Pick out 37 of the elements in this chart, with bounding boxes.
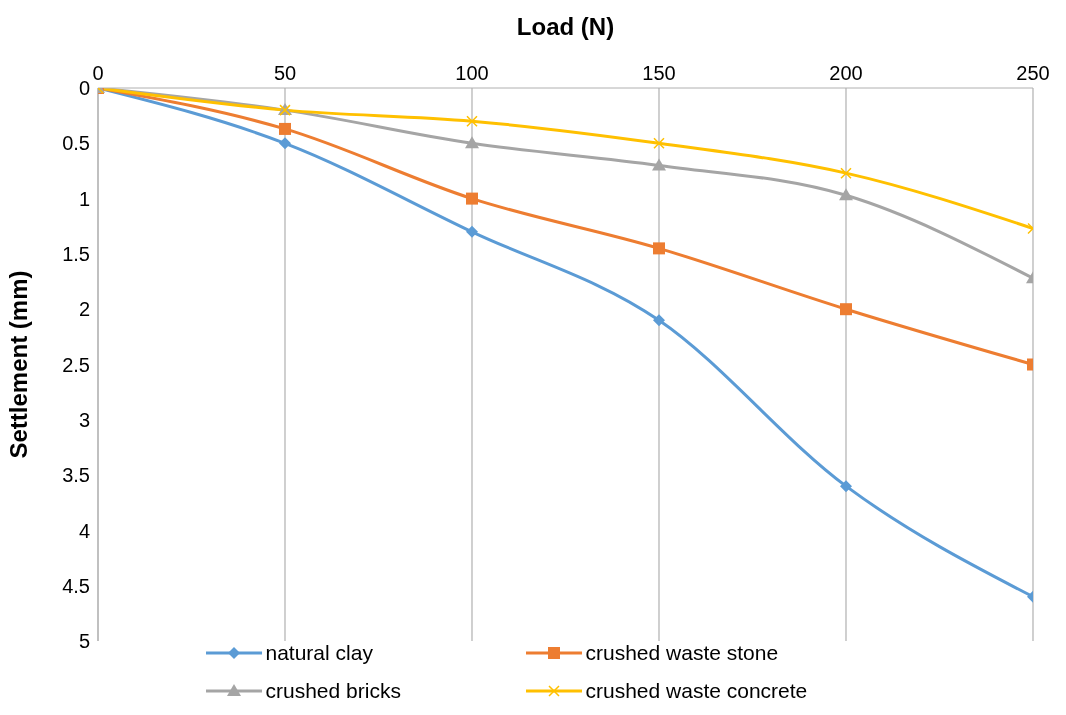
point — [279, 122, 291, 135]
x-axis-title: Load (N) — [516, 13, 615, 41]
point — [840, 303, 852, 316]
y-tick-label: 3.5 — [62, 464, 90, 487]
x-tick-label: 100 — [455, 62, 489, 84]
x-tick-label: 250 — [1016, 62, 1050, 84]
point — [653, 314, 665, 327]
y-tick-label: 3 — [78, 408, 90, 431]
legend-label: natural clay — [265, 641, 373, 665]
point — [840, 167, 852, 179]
point — [466, 225, 478, 238]
y-tick-label: 2.5 — [62, 353, 90, 376]
point — [465, 136, 479, 149]
point — [839, 188, 853, 201]
point — [466, 192, 478, 205]
y-tick-label: 1.5 — [62, 243, 90, 265]
x-tick-label: 150 — [642, 62, 676, 84]
point — [653, 137, 665, 150]
y-axis-title: Settlement (mm) — [4, 270, 32, 459]
y-tick-label: 0 — [78, 77, 90, 100]
legend-label: crushed waste stone — [585, 641, 779, 665]
x-tick-label: 200 — [829, 62, 863, 84]
x-tick-label: 0 — [92, 62, 104, 84]
y-tick-label: 4 — [78, 519, 90, 542]
point — [652, 158, 666, 171]
y-tick-label: 1 — [78, 187, 90, 210]
legend-label: crushed waste concrete — [585, 679, 808, 703]
y-tick-label: 5 — [78, 630, 90, 653]
point — [840, 480, 852, 493]
legend-label: crushed bricks — [265, 679, 401, 703]
x-tick-label: 50 — [273, 62, 297, 84]
y-tick-label: 4.5 — [62, 574, 90, 597]
y-tick-label: 0.5 — [62, 132, 90, 155]
point — [466, 115, 478, 127]
point — [279, 137, 291, 150]
point — [653, 242, 665, 255]
y-tick-label: 2 — [78, 298, 90, 321]
